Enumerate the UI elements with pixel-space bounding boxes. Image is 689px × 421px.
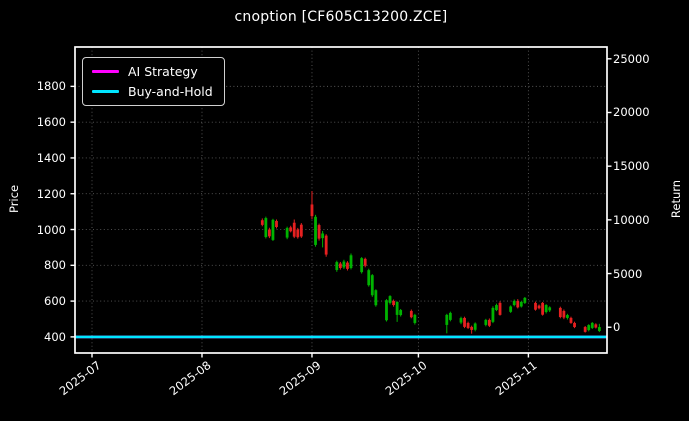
candle-body	[558, 307, 562, 318]
legend-label: Buy-and-Hold	[128, 84, 213, 99]
left-y-tick-label: 1400	[36, 150, 66, 165]
candle-body	[562, 310, 566, 318]
candle-body	[590, 322, 594, 328]
left-y-tick-label: 1600	[36, 115, 66, 130]
candle-body	[367, 270, 371, 286]
candle-body	[498, 302, 502, 315]
candle-body	[370, 275, 374, 296]
candle-body	[583, 327, 587, 332]
right-y-tick-label: 5000	[613, 266, 643, 281]
candle-body	[587, 325, 591, 331]
candle-body	[512, 300, 516, 306]
candle-body	[459, 318, 463, 323]
candle-body	[495, 305, 498, 311]
candle-body	[317, 225, 321, 239]
candle-body	[566, 315, 569, 318]
candle-body	[314, 216, 317, 245]
candle-body	[544, 305, 548, 313]
candle-body	[413, 314, 417, 323]
candle-body	[548, 307, 552, 311]
candle-body	[360, 258, 364, 273]
candle-body	[296, 229, 300, 238]
candle-body	[349, 255, 353, 268]
legend-label: AI Strategy	[128, 64, 198, 79]
left-y-tick-label: 600	[44, 294, 66, 309]
candle-body	[484, 319, 488, 325]
candle-body	[374, 290, 378, 306]
candle-body	[534, 302, 537, 310]
candle-body	[569, 317, 573, 323]
candle-body	[470, 326, 474, 330]
candle-body	[466, 322, 470, 328]
plot-spines	[74, 46, 608, 354]
candle-body	[299, 224, 303, 237]
right-y-tick-label: 10000	[613, 212, 650, 227]
left-y-tick-label: 400	[44, 329, 66, 344]
candle-body	[346, 262, 349, 269]
left-y-tick-label: 800	[44, 258, 66, 273]
candle-body	[573, 322, 576, 328]
candle-body	[342, 261, 346, 268]
candle-body	[516, 300, 520, 308]
candle-body	[271, 219, 275, 240]
right-y-tick-label: 0	[613, 320, 621, 335]
candle-body	[448, 312, 452, 320]
right-y-tick-label: 25000	[613, 51, 650, 66]
candle-body	[260, 220, 264, 225]
candle-body	[385, 300, 388, 321]
buy-and-hold-line-swatch	[92, 89, 119, 94]
candle-body	[487, 319, 491, 326]
candle-body	[268, 229, 271, 237]
chart-title: cnoption [CF605C13200.ZCE]	[234, 9, 448, 25]
left-y-tick-label: 1200	[36, 186, 66, 201]
candle-body	[445, 314, 449, 325]
candle-body	[388, 296, 392, 303]
candle-body	[321, 233, 325, 239]
candle-body	[392, 300, 395, 306]
candle-body	[473, 323, 477, 330]
candle-body	[463, 317, 466, 327]
ai-strategy-line-swatch	[92, 69, 119, 74]
candle-body	[537, 305, 541, 309]
right-y-tick-label: 15000	[613, 159, 650, 174]
left-y-tick-label: 1000	[36, 222, 66, 237]
candle-body	[409, 310, 413, 318]
candle-body	[324, 235, 328, 255]
candle-body	[363, 258, 367, 266]
candle-body	[491, 307, 495, 322]
candle-body	[541, 302, 544, 315]
candle-body	[335, 262, 339, 270]
candle-body	[292, 222, 296, 237]
right-y-tick-label: 20000	[613, 105, 650, 120]
candle-body	[289, 227, 293, 232]
candle-body	[310, 204, 314, 217]
candle-body	[519, 302, 523, 307]
candle-body	[285, 228, 289, 238]
legend: AI Strategy Buy-and-Hold	[82, 57, 225, 106]
candle-body	[264, 218, 268, 238]
candle-body	[338, 263, 342, 268]
candle-body	[395, 302, 399, 315]
candle-body	[523, 297, 527, 303]
candle-body	[275, 220, 278, 228]
candle-body	[509, 306, 513, 312]
legend-item-ai-strategy: AI Strategy	[92, 64, 213, 79]
candle-body	[597, 327, 601, 331]
candle-body	[594, 324, 598, 328]
candle-body	[399, 310, 403, 316]
legend-item-buy-and-hold: Buy-and-Hold	[92, 84, 213, 99]
left-y-tick-label: 1800	[36, 79, 66, 94]
